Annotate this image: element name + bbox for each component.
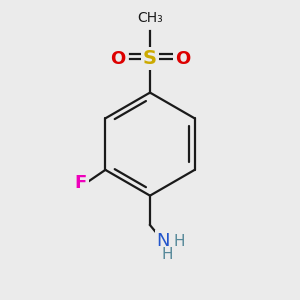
- Text: H: H: [162, 247, 173, 262]
- Text: S: S: [143, 49, 157, 68]
- Text: H: H: [174, 234, 185, 249]
- Text: O: O: [110, 50, 125, 68]
- Text: O: O: [175, 50, 190, 68]
- Text: CH₃: CH₃: [137, 11, 163, 25]
- Text: N: N: [157, 232, 170, 250]
- Text: F: F: [75, 174, 87, 192]
